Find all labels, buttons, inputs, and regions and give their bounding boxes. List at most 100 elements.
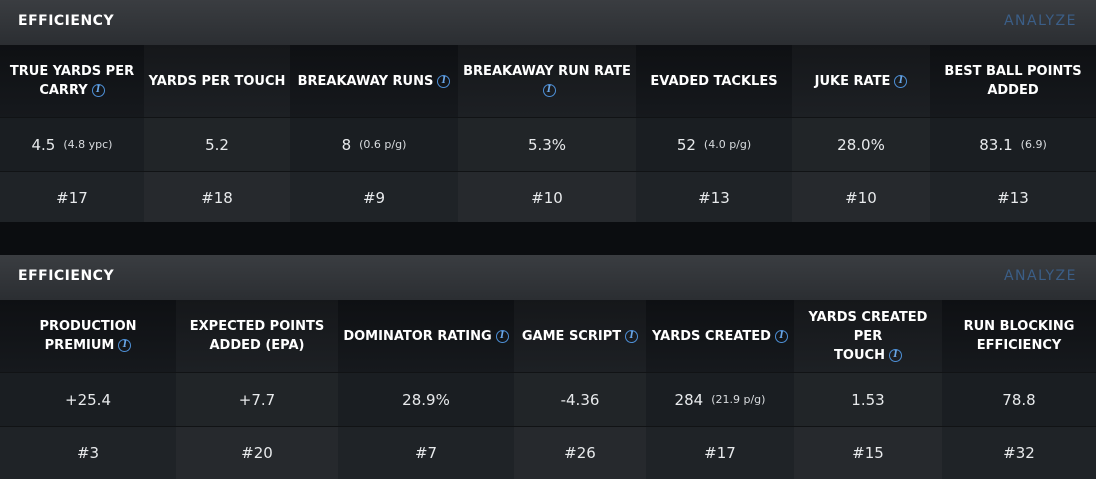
metric-value-detail: (6.9) xyxy=(1020,138,1047,151)
metric-label-line-1: EVADED TACKLES xyxy=(650,73,778,89)
metric-label-line-1: BEST BALL POINTS xyxy=(944,64,1082,79)
metric-value-text: -4.36 xyxy=(560,390,600,409)
metric-rank-text: #32 xyxy=(1003,444,1035,462)
metric-rank-text: #17 xyxy=(704,444,736,462)
metric-value: 1.53 xyxy=(794,373,942,426)
metric-rank: #3 xyxy=(0,427,176,479)
panel-title: EFFICIENCY xyxy=(18,268,115,284)
analyze-link[interactable]: ANALYZE xyxy=(1003,13,1077,29)
metric-header: BREAKAWAY RUN RATE i xyxy=(458,45,636,117)
metric-value: 83.1 (6.9) xyxy=(930,118,1096,171)
metric-rank-text: #18 xyxy=(201,189,233,207)
metric-value: 28.0% xyxy=(792,118,930,171)
metric-header: BREAKAWAY RUNS i xyxy=(290,45,458,117)
metric-rank-text: #7 xyxy=(414,444,438,462)
metric-header-row: TRUE YARDS PER CARRY i YARDS PER TOUCH BREAK… xyxy=(0,45,1096,117)
metric-header-label: BREAKAWAY RUN RATE i xyxy=(462,62,632,100)
metric-rank: #10 xyxy=(792,172,930,224)
metric-header-label: DOMINATOR RATING i xyxy=(343,327,509,346)
metric-value-detail: (4.0 p/g) xyxy=(703,138,752,151)
metric-header-label: TRUE YARDS PER CARRY i xyxy=(10,62,134,100)
metric-rank: #20 xyxy=(176,427,338,479)
metric-value-text: +25.4 xyxy=(65,390,111,409)
metric-value: -4.36 xyxy=(514,373,646,426)
metric-rank-text: #15 xyxy=(852,444,884,462)
metric-header-label: EVADED TACKLES xyxy=(650,72,777,91)
metric-label-line-1: YARDS PER TOUCH xyxy=(148,73,286,89)
metric-header: YARDS CREATED PER TOUCH i xyxy=(794,300,942,372)
metric-label-line-2: CARRY xyxy=(39,83,88,98)
metric-label-line-2: ADDED (EPA) xyxy=(209,338,305,353)
metric-header: EVADED TACKLES xyxy=(636,45,792,117)
metric-label-line-1: TRUE YARDS PER xyxy=(9,64,135,79)
metric-rank-row: #17 #18 #9 #10 #13 #10 #13 xyxy=(0,171,1096,224)
metric-header: EXPECTED POINTS ADDED (EPA) xyxy=(176,300,338,372)
metric-header-label: PRODUCTION PREMIUM i xyxy=(4,317,172,355)
metric-rank: #13 xyxy=(636,172,792,224)
metric-header: DOMINATOR RATING i xyxy=(338,300,514,372)
panel-header: EFFICIENCY ANALYZE xyxy=(0,255,1096,300)
info-icon[interactable]: i xyxy=(495,329,509,343)
info-icon[interactable]: i xyxy=(437,74,451,88)
metric-rank: #26 xyxy=(514,427,646,479)
metric-value: 5.3% xyxy=(458,118,636,171)
metric-rank: #15 xyxy=(794,427,942,479)
metric-label-line-2: EFFICIENCY xyxy=(976,338,1062,353)
metric-value-text: 284 xyxy=(674,390,704,409)
metric-label-line-2: TOUCH xyxy=(834,347,885,363)
metric-rank: #17 xyxy=(0,172,144,224)
metric-label-line-1: YARDS CREATED PER xyxy=(808,309,928,344)
metric-rank-text: #3 xyxy=(76,444,100,462)
metric-header: JUKE RATE i xyxy=(792,45,930,117)
metric-label-line-2: ADDED xyxy=(987,83,1039,98)
metric-header-row: PRODUCTION PREMIUM i EXPECTED POINTS ADDED … xyxy=(0,300,1096,372)
metric-value: 4.5 (4.8 ypc) xyxy=(0,118,144,171)
metric-header: TRUE YARDS PER CARRY i xyxy=(0,45,144,117)
metric-value-row: 4.5 (4.8 ypc) 5.2 8 (0.6 p/g) 5.3% 52 (4.0 p/g)… xyxy=(0,117,1096,171)
metric-label-line-1: EXPECTED POINTS xyxy=(189,319,325,334)
metric-label-line-1: JUKE RATE xyxy=(814,73,891,89)
info-icon[interactable]: i xyxy=(774,329,788,343)
analyze-link[interactable]: ANALYZE xyxy=(1003,268,1077,284)
metric-value-detail: (0.6 p/g) xyxy=(359,138,407,151)
metric-header-label: JUKE RATE i xyxy=(815,72,908,91)
metric-header-label: EXPECTED POINTS ADDED (EPA) xyxy=(190,317,324,355)
metric-rank-text: #26 xyxy=(564,444,596,462)
metric-value-row: +25.4 +7.7 28.9% -4.36 284 (21.9 p/g) 1.53 78.8 xyxy=(0,372,1096,426)
info-icon[interactable]: i xyxy=(542,84,556,97)
metric-value: +25.4 xyxy=(0,373,176,426)
info-icon[interactable]: i xyxy=(91,84,105,97)
metric-header: YARDS PER TOUCH xyxy=(144,45,290,117)
metric-value-text: 8 xyxy=(341,135,352,154)
metric-value: 8 (0.6 p/g) xyxy=(290,118,458,171)
metric-header: RUN BLOCKING EFFICIENCY xyxy=(942,300,1096,372)
metric-rank: #9 xyxy=(290,172,458,224)
metric-value-text: +7.7 xyxy=(238,390,276,409)
metric-label-line-1: YARDS CREATED xyxy=(652,328,771,344)
metric-value-text: 5.2 xyxy=(205,135,229,154)
metric-value-detail: (4.8 ypc) xyxy=(63,138,113,151)
panel-title: EFFICIENCY xyxy=(18,13,115,29)
metric-header-label: BREAKAWAY RUNS i xyxy=(298,72,451,91)
metric-header-label: YARDS CREATED PER TOUCH i xyxy=(798,308,938,365)
metric-rank: #10 xyxy=(458,172,636,224)
metric-rank-text: #17 xyxy=(56,189,88,207)
metric-value-text: 78.8 xyxy=(1002,390,1036,409)
metric-value: 28.9% xyxy=(338,373,514,426)
metric-value-text: 28.9% xyxy=(402,390,450,409)
info-icon[interactable]: i xyxy=(118,339,132,352)
metric-label-line-1: RUN BLOCKING xyxy=(963,319,1075,334)
metric-label-line-1: PRODUCTION PREMIUM xyxy=(39,319,137,353)
metric-rank-text: #13 xyxy=(698,189,730,207)
metric-value-text: 83.1 xyxy=(979,135,1013,154)
metric-rank-text: #9 xyxy=(362,189,386,207)
metric-header-label: YARDS PER TOUCH xyxy=(149,72,286,91)
metric-label-line-1: BREAKAWAY RUNS xyxy=(297,73,434,89)
metric-header-label: BEST BALL POINTS ADDED xyxy=(944,62,1081,100)
info-icon[interactable]: i xyxy=(888,348,902,362)
metric-value: 5.2 xyxy=(144,118,290,171)
info-icon[interactable]: i xyxy=(894,74,908,88)
info-icon[interactable]: i xyxy=(625,329,639,343)
metric-value-text: 28.0% xyxy=(837,135,885,154)
metric-value: 284 (21.9 p/g) xyxy=(646,373,794,426)
